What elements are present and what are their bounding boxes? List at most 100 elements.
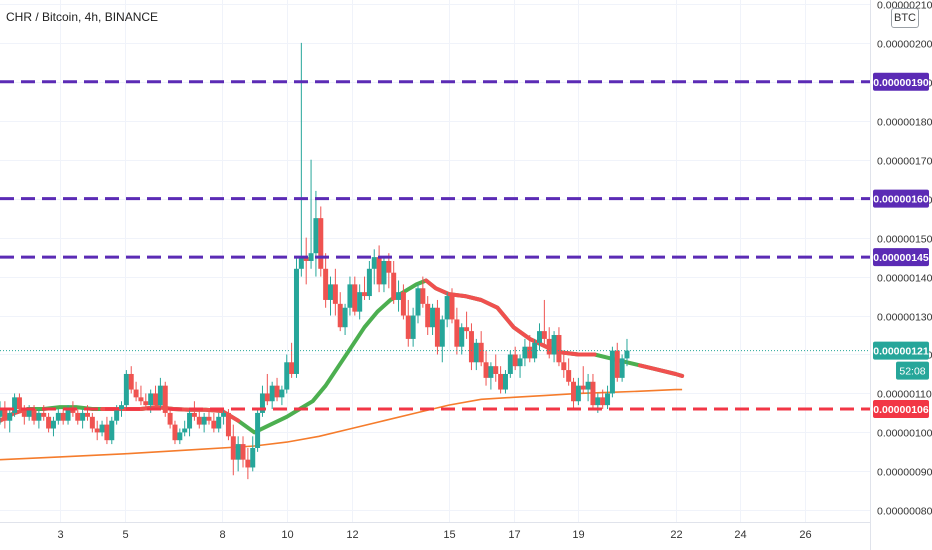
candle xyxy=(293,257,299,378)
level-price-labels: 0.00000190 0.00000160 0.00000145 0.00000106… xyxy=(873,72,929,419)
candle-body xyxy=(347,284,353,308)
candle-body xyxy=(119,405,125,410)
candle xyxy=(119,401,125,417)
y-tick-label: 0.00000110 xyxy=(877,389,932,401)
candle xyxy=(517,354,523,378)
x-tick-label: 15 xyxy=(443,529,455,541)
candle xyxy=(410,307,416,347)
y-tick-label: 0.00000140 xyxy=(877,273,932,285)
candle xyxy=(332,268,338,316)
candle xyxy=(123,370,129,410)
y-tick-label: 0.00000210 xyxy=(877,0,932,12)
x-tick-label: 8 xyxy=(219,529,225,541)
candle-body xyxy=(255,412,261,448)
candle-body xyxy=(167,412,173,425)
candle-body xyxy=(420,288,426,304)
candle xyxy=(580,366,586,394)
candle xyxy=(16,393,22,413)
candle xyxy=(109,416,115,445)
candle-body xyxy=(396,292,402,300)
candle-body xyxy=(36,412,42,421)
candle-body xyxy=(527,346,533,359)
candle-body xyxy=(493,366,499,374)
candle-body xyxy=(454,319,460,347)
candle-body xyxy=(240,444,246,460)
candle xyxy=(143,393,149,410)
candle-body xyxy=(65,409,71,421)
candle-body xyxy=(221,412,227,417)
candle-body xyxy=(439,319,445,347)
level-label-bg xyxy=(873,189,929,208)
candle-body xyxy=(386,261,392,273)
candle xyxy=(216,412,222,433)
y-tick-label: 0.00000170 xyxy=(877,156,932,168)
candle-body xyxy=(614,350,620,378)
level-label: 0.00000106 xyxy=(873,404,929,416)
x-axis-labels: 3 5 8 10 12 15 17 19 22 24 26 xyxy=(57,529,811,541)
currency-badge[interactable]: BTC xyxy=(891,8,919,28)
countdown-label-bg xyxy=(896,361,929,380)
countdown-label: 52:08 xyxy=(899,366,925,378)
ma-short-down-segment xyxy=(424,278,597,357)
candle xyxy=(605,385,611,410)
candle xyxy=(614,342,620,382)
candle-body xyxy=(430,307,436,328)
candle xyxy=(619,354,625,382)
candle-body xyxy=(580,385,586,390)
candle xyxy=(366,261,372,300)
candle xyxy=(430,303,436,336)
candle-body xyxy=(245,459,251,468)
candle-body xyxy=(75,412,81,421)
candle-body xyxy=(172,424,178,441)
candle xyxy=(449,288,455,324)
candle xyxy=(328,276,334,316)
candle xyxy=(153,385,159,410)
candle xyxy=(94,420,100,441)
x-tick-label: 26 xyxy=(799,529,811,541)
x-tick-label: 12 xyxy=(346,529,358,541)
candle-body xyxy=(323,268,329,300)
candle xyxy=(468,323,474,371)
candle-body xyxy=(12,397,18,413)
candle xyxy=(371,249,377,285)
candles xyxy=(0,42,630,480)
candle xyxy=(225,409,231,441)
x-tick-label: 3 xyxy=(57,529,63,541)
candle xyxy=(536,323,542,351)
x-tick-label: 5 xyxy=(122,529,128,541)
horizontal-levels[interactable] xyxy=(0,80,870,411)
candle-body xyxy=(449,296,455,320)
candle xyxy=(434,299,440,355)
candle-body xyxy=(512,354,518,367)
candle xyxy=(172,420,178,445)
candle-body xyxy=(259,393,265,413)
candle-body xyxy=(60,412,66,421)
candle xyxy=(342,303,348,336)
candle-body xyxy=(133,389,139,398)
candle xyxy=(211,412,217,433)
candle-body xyxy=(464,327,470,332)
candle-body xyxy=(123,373,129,406)
candle-body xyxy=(303,257,309,261)
candle xyxy=(551,331,557,363)
candle-body xyxy=(459,327,465,347)
candle xyxy=(138,385,144,406)
candle xyxy=(391,261,397,304)
candle xyxy=(585,373,591,402)
candle-body xyxy=(230,436,236,460)
candle xyxy=(546,327,552,359)
candle xyxy=(284,354,290,394)
candle-body xyxy=(357,292,363,312)
candle-body xyxy=(21,409,27,417)
candle-body xyxy=(483,362,489,378)
candle-body xyxy=(16,397,22,410)
candle-body xyxy=(104,424,110,441)
candle xyxy=(255,409,261,452)
candle-body xyxy=(0,409,3,417)
candle xyxy=(352,276,358,316)
candle xyxy=(347,276,353,316)
candle-body xyxy=(434,307,440,347)
candle-body xyxy=(400,292,406,316)
candle-body xyxy=(318,218,324,269)
